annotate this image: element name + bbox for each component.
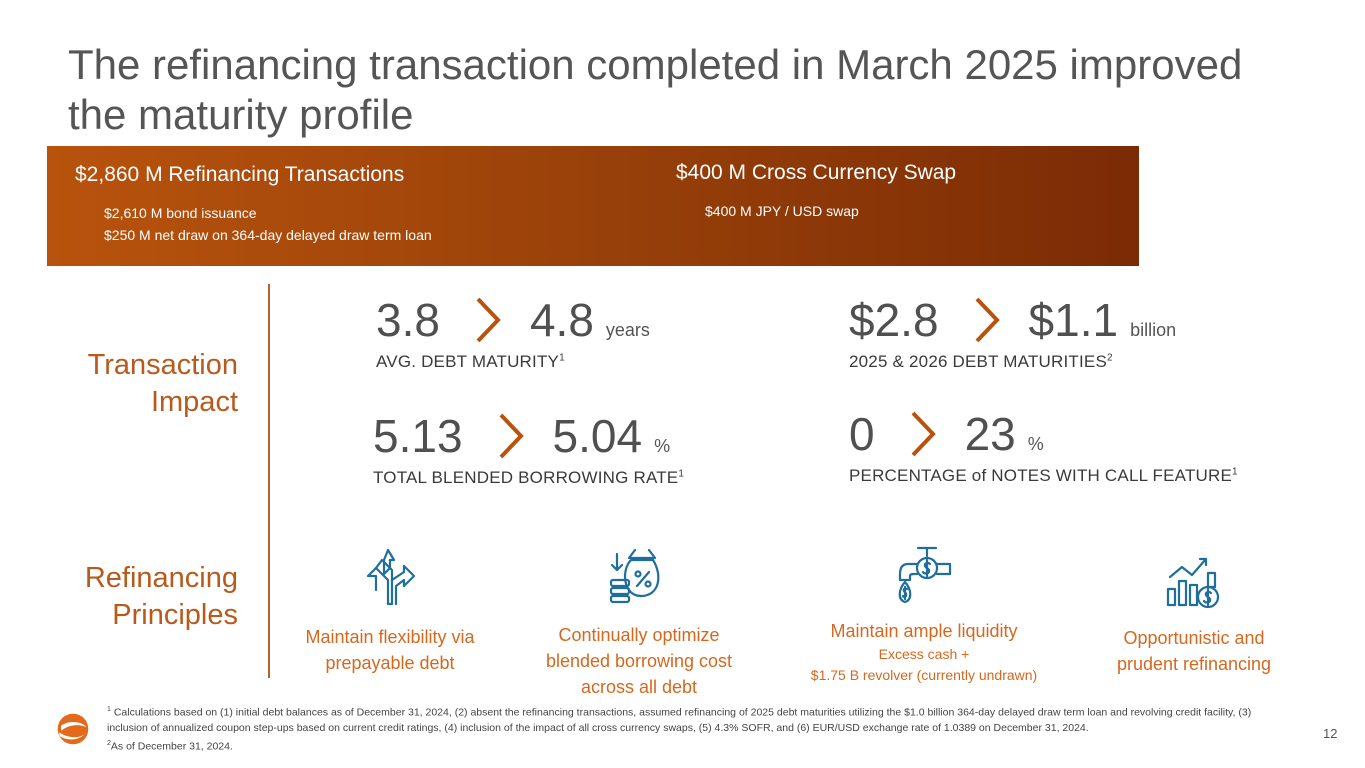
footnotes: 1 Calculations based on (1) initial debt… <box>107 702 1257 754</box>
transaction-impact-label: Transaction Impact <box>0 347 238 421</box>
company-logo <box>57 713 89 745</box>
footnote-marker: 1 <box>559 352 565 364</box>
metric-caption-text: PERCENTAGE of NOTES WITH CALL FEATURE <box>849 466 1233 485</box>
principle-subtext: Excess cash + <box>878 646 970 662</box>
refinancing-principles-label: Refinancing Principles <box>0 560 238 634</box>
principle-optimize-cost: Continually optimize blended borrowing c… <box>525 546 753 700</box>
metric-caption-text: TOTAL BLENDED BORROWING RATE <box>373 468 679 487</box>
footnote-marker: 2 <box>107 739 111 747</box>
principle-subtext: $1.75 B revolver (currently undrawn) <box>810 667 1038 683</box>
metric-caption: 2025 & 2026 DEBT MATURITIES2 <box>849 352 1176 372</box>
footnote-marker: 2 <box>1106 352 1113 364</box>
principle-liquidity: Maintain ample liquidity Excess cash + $… <box>790 544 1058 686</box>
section-divider <box>268 284 270 678</box>
growth-chart-dollar-icon <box>1166 557 1220 609</box>
principle-flexibility: Maintain flexibility via prepayable debt <box>298 546 482 676</box>
arrow-right-icon <box>499 413 524 459</box>
metric-caption-text: AVG. DEBT MATURITY <box>376 352 560 371</box>
faucet-dollar-icon <box>898 546 952 604</box>
metric-to-value: 4.8 <box>529 294 594 346</box>
principle-text: Maintain ample liquidity <box>830 621 1018 641</box>
arrow-right-icon <box>476 297 501 343</box>
cross-currency-swap-heading: $400 M Cross Currency Swap <box>676 161 957 184</box>
footnote-text: Calculations based on (1) initial debt b… <box>107 706 1252 734</box>
banner-item: $400 M JPY / USD swap <box>705 203 859 219</box>
money-bag-percent-icon <box>609 548 660 604</box>
metric-avg-debt-maturity: 3.8 4.8 years AVG. DEBT MATURITY1 <box>376 292 650 372</box>
cross-currency-swap-list: $400 M JPY / USD swap <box>705 200 859 222</box>
footnote-marker: 1 <box>678 468 685 480</box>
principle-text: Opportunistic and prudent refinancing <box>1116 628 1272 674</box>
footnote-2: 2As of December 31, 2024. <box>107 736 1257 755</box>
refinancing-transactions-heading: $2,860 M Refinancing Transactions <box>75 163 405 186</box>
metric-to-value: 5.04 <box>552 410 643 462</box>
metric-caption: AVG. DEBT MATURITY1 <box>376 352 650 372</box>
banner-item: $2,610 M bond issuance <box>104 205 257 221</box>
metric-borrowing-rate: 5.13 5.04 % TOTAL BLENDED BORROWING RATE… <box>373 408 684 488</box>
page-title: The refinancing transaction completed in… <box>68 41 1243 138</box>
page-number: 12 <box>1323 726 1338 741</box>
principle-text: Maintain flexibility via prepayable debt <box>305 627 475 673</box>
metric-caption: TOTAL BLENDED BORROWING RATE1 <box>373 468 684 488</box>
arrow-right-icon <box>911 411 936 457</box>
footnote-1: 1 Calculations based on (1) initial debt… <box>107 702 1257 736</box>
metric-to-value: $1.1 <box>1028 294 1119 346</box>
metric-unit: billion <box>1130 320 1177 340</box>
metric-call-feature: 0 23 % PERCENTAGE of NOTES WITH CALL FEA… <box>849 406 1238 486</box>
metric-unit: years <box>605 320 650 340</box>
refinancing-principles-text: Refinancing Principles <box>84 562 238 631</box>
metric-from-value: $2.8 <box>849 294 939 346</box>
metric-debt-maturities: $2.8 $1.1 billion 2025 & 2026 DEBT MATUR… <box>849 292 1176 372</box>
footnote-marker: 1 <box>1232 466 1238 478</box>
footnote-text: As of December 31, 2024. <box>110 740 233 752</box>
metric-caption-text: 2025 & 2026 DEBT MATURITIES <box>849 352 1107 371</box>
metric-from-value: 3.8 <box>376 294 440 346</box>
arrow-right-icon <box>975 297 1000 343</box>
principle-text: Continually optimize blended borrowing c… <box>545 625 733 697</box>
principle-opportunistic: Opportunistic and prudent refinancing <box>1095 551 1293 677</box>
banner-item: $250 M net draw on 364-day delayed draw … <box>104 227 432 243</box>
metric-to-value: 23 <box>964 408 1016 460</box>
refinancing-transactions-list: $2,610 M bond issuance $250 M net draw o… <box>104 202 432 246</box>
metric-from-value: 0 <box>849 408 875 460</box>
metric-unit: % <box>1027 434 1044 454</box>
metric-from-value: 5.13 <box>373 410 463 462</box>
diverging-arrows-icon <box>366 548 416 606</box>
footnote-marker: 1 <box>107 706 111 713</box>
transaction-impact-text: Transaction Impact <box>87 349 238 418</box>
refinancing-banner: $2,860 M Refinancing Transactions $2,610… <box>47 146 1139 266</box>
metric-unit: % <box>654 436 671 456</box>
metric-caption: PERCENTAGE of NOTES WITH CALL FEATURE1 <box>849 466 1238 486</box>
